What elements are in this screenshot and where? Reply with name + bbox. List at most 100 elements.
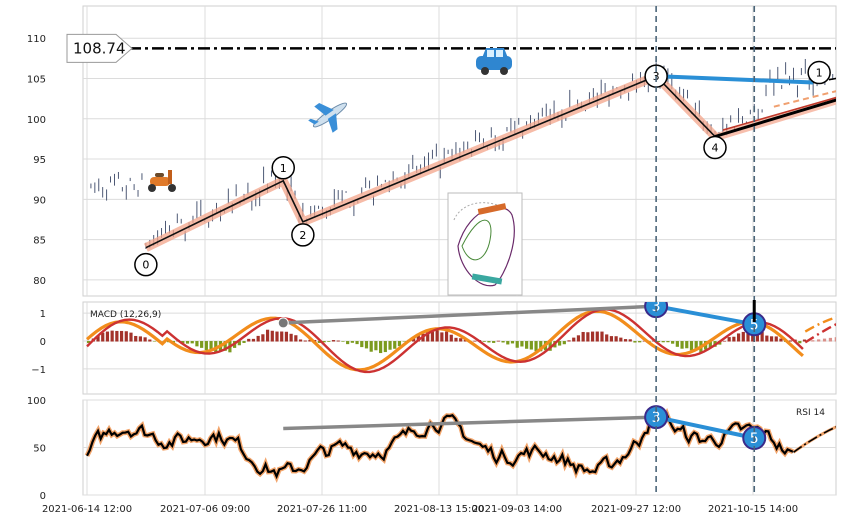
macd-panel-label: MACD (12,26,9) (90, 310, 161, 320)
macd-histogram-bar (798, 341, 801, 343)
macd-histogram-bar (205, 341, 208, 350)
wave-point-label: 1 (816, 67, 823, 80)
macd-histogram-bar (459, 338, 462, 341)
macd-histogram-bar (516, 341, 519, 348)
macd-histogram-bar (454, 338, 457, 342)
macd-histogram-bar (676, 341, 679, 347)
x-tick-label: 2021-09-27 12:00 (591, 504, 681, 515)
macd-histogram-bar (379, 341, 382, 353)
macd-histogram-bar (327, 341, 330, 342)
macd-histogram-bar (610, 336, 613, 341)
macd-histogram-bar (591, 332, 594, 342)
car-window (487, 50, 494, 57)
price-y-tick-label: 110 (27, 34, 46, 45)
macd-histogram-bar (247, 339, 250, 342)
macd-histogram-bar (186, 341, 189, 344)
macd-histogram-bar (450, 335, 453, 342)
macd-y-tick-label: 0 (40, 337, 46, 348)
price-flag-label: 108.74 (73, 39, 126, 57)
macd-histogram-bar (332, 340, 335, 341)
wave-point-label: 0 (142, 259, 149, 272)
wave-point-label: 4 (712, 142, 719, 155)
macd-histogram-bar (125, 331, 128, 341)
macd-histogram-bar (148, 340, 151, 342)
price-y-tick-label: 100 (27, 115, 46, 126)
roller-coaster-inset (448, 193, 522, 295)
macd-histogram-bar (582, 332, 585, 342)
macd-histogram-bar (638, 341, 641, 342)
macd-histogram-bar (534, 341, 537, 351)
macd-histogram-bar (365, 341, 368, 348)
macd-histogram-bar (280, 332, 283, 342)
macd-histogram-bar (586, 332, 589, 341)
macd-histogram-bar (275, 332, 278, 342)
macd-histogram-bar (775, 336, 778, 341)
macd-histogram-bar (662, 341, 665, 342)
macd-histogram-bar (261, 334, 264, 341)
macd-histogram-bar (139, 336, 142, 341)
macd-histogram-bar (304, 340, 307, 341)
macd-divergence-start (278, 318, 288, 328)
price-y-tick-label: 105 (27, 75, 46, 86)
macd-histogram-bar (633, 341, 636, 343)
macd-histogram-bar (242, 341, 245, 343)
macd-histogram-bar (506, 341, 509, 344)
macd-histogram-bar (374, 341, 377, 350)
macd-histogram-bar (765, 336, 768, 342)
macd-histogram-bar (299, 339, 302, 341)
macd-histogram-bar (511, 341, 514, 343)
macd-histogram-bar (563, 341, 566, 344)
macd-histogram-bar (153, 341, 156, 342)
macd-histogram-bar (497, 341, 500, 342)
scooter-wheel (168, 184, 176, 192)
macd-histogram-bar (723, 341, 726, 342)
macd-histogram-bar (393, 341, 396, 349)
macd-histogram-bar (290, 334, 293, 342)
macd-histogram-bar (384, 341, 387, 352)
x-tick-label: 2021-07-26 11:00 (277, 504, 367, 515)
macd-histogram-bar (445, 332, 448, 342)
macd-histogram-bar (271, 331, 274, 342)
scooter-stem (168, 170, 172, 184)
macd-histogram-bar-projected (811, 340, 814, 341)
macd-histogram-bar (728, 337, 731, 341)
macd-histogram-bar (129, 333, 132, 342)
price-y-tick-label: 90 (33, 195, 46, 206)
macd-histogram-bar (341, 341, 344, 342)
macd-histogram-bar (624, 339, 627, 341)
x-tick-label: 2021-07-06 09:00 (160, 504, 250, 515)
macd-histogram-bar (596, 332, 599, 342)
macd-histogram-bar (257, 336, 260, 342)
macd-histogram-bar (483, 341, 486, 342)
macd-histogram-bar (403, 341, 406, 342)
macd-histogram-bar (106, 332, 109, 342)
macd-histogram-bar (370, 341, 373, 352)
macd-histogram-bar (252, 339, 255, 342)
scooter-wheel (148, 184, 156, 192)
macd-histogram-bar (388, 341, 391, 350)
x-tick-label: 2021-08-13 15:00 (394, 504, 484, 515)
macd-histogram-bar (337, 341, 340, 342)
x-tick-label: 2021-09-03 14:00 (472, 504, 562, 515)
macd-histogram-bar (285, 332, 288, 342)
car-wheel (481, 67, 489, 75)
macd-histogram-bar (605, 334, 608, 341)
macd-histogram-bar (525, 341, 528, 349)
price-y-tick-label: 80 (33, 276, 46, 287)
rsi-y-tick-label: 50 (33, 444, 46, 455)
x-tick-label: 2021-10-15 14:00 (708, 504, 798, 515)
macd-histogram-bar (690, 341, 693, 350)
car-window (496, 50, 503, 57)
price-y-tick-label: 95 (33, 155, 46, 166)
macd-y-tick-label: 1 (40, 309, 46, 320)
macd-histogram-bar (742, 332, 745, 342)
macd-histogram-bar (200, 341, 203, 348)
macd-histogram-bar (501, 341, 504, 342)
macd-histogram-bar (191, 341, 194, 343)
macd-histogram-bar (619, 338, 622, 342)
macd-histogram-bar (600, 332, 603, 342)
rsi-y-tick-label: 0 (40, 491, 46, 502)
macd-histogram-bar (431, 332, 434, 342)
macd-histogram-bar (115, 331, 118, 342)
